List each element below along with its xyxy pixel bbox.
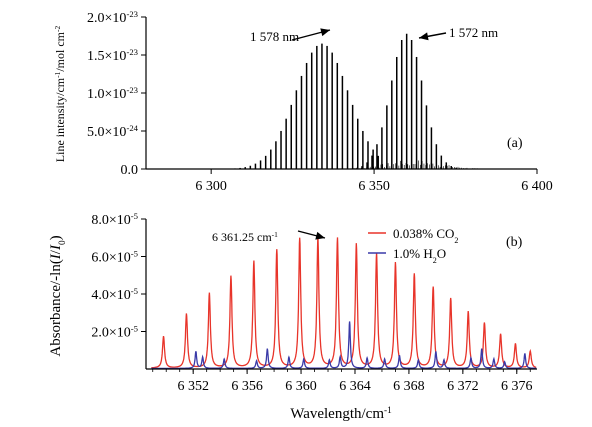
x-tick-label-b: 6 368: [393, 379, 425, 394]
x-tick-label-b: 6 356: [231, 379, 263, 394]
annotation-1572: 1 572 nm: [449, 25, 498, 40]
x-tick-label-b: 6 372: [447, 379, 479, 394]
y-tick-label-a: 1.0×10-23: [87, 85, 138, 102]
legend-label: 1.0% H2O: [393, 246, 446, 265]
x-tick-label-a: 6 400: [521, 179, 553, 194]
annotation-1578: 1 578 nm: [250, 29, 299, 44]
annotation-arrow-1578: [291, 28, 331, 41]
x-tick-label-a: 6 350: [358, 179, 390, 194]
panel-label-a: (a): [507, 136, 523, 151]
y-tick-label-b: 8.0×10-5: [91, 211, 138, 228]
annotation-arrow-1572: [418, 32, 447, 41]
x-tick-label-b: 6 360: [285, 379, 317, 394]
legend-label: 0.038% CO2: [393, 226, 458, 245]
y-axis-label-a: Line intensity/cm-1/mol cm-2: [53, 26, 68, 163]
x-axis-label-b: Wavelength/cm-1: [290, 406, 392, 422]
panel-label-b: (b): [506, 235, 523, 250]
y-tick-label-b: 4.0×10-5: [91, 286, 138, 303]
x-tick-label-b: 6 376: [501, 379, 533, 394]
y-axis-label-b: Absorbance/-ln(I/I0): [48, 235, 68, 356]
series-line-co2: [151, 237, 537, 369]
y-tick-label-a: 0.0: [121, 163, 139, 178]
y-tick-label-a: 5.0×10-24: [87, 123, 139, 140]
y-tick-label-a: 2.0×10-23: [87, 9, 138, 26]
y-tick-label-b: 2.0×10-5: [91, 324, 138, 341]
annotation-arrow-line-position: [297, 230, 326, 240]
panel-a: 0.0 5.0×10-24 1.0×10-23 1.5×10-23 2.0×10-23 6…: [53, 9, 553, 194]
series-line-h2o: [151, 321, 537, 370]
annotation-line-position: 6 361.25 cm-1: [212, 230, 278, 245]
x-tick-label-b: 6 364: [339, 379, 371, 394]
x-tick-label-a: 6 300: [195, 179, 227, 194]
y-tick-label-a: 1.5×10-23: [87, 47, 138, 64]
panel-b: 2.0×10-5 4.0×10-5 6.0×10-5 8.0×10-5 6 352 6 3…: [48, 211, 537, 422]
x-tick-label-b: 6 352: [177, 379, 209, 394]
y-tick-label-b: 6.0×10-5: [91, 249, 138, 266]
